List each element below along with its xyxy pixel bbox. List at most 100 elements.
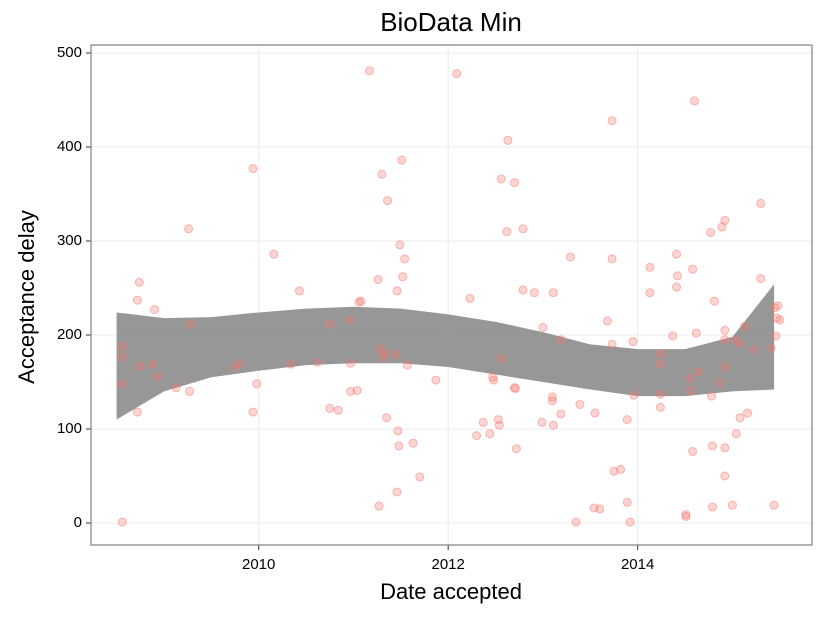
point xyxy=(392,487,402,497)
point xyxy=(622,497,632,507)
point xyxy=(325,403,335,413)
point xyxy=(394,441,404,451)
point xyxy=(286,359,296,369)
point xyxy=(503,135,513,145)
point xyxy=(248,407,258,417)
point xyxy=(117,353,127,363)
point xyxy=(400,254,410,264)
x-tick-label: 2014 xyxy=(621,556,654,573)
y-tick-label: 100 xyxy=(57,420,82,437)
x-axis-label: Date accepted xyxy=(380,579,522,604)
point xyxy=(655,389,665,399)
point xyxy=(709,296,719,306)
point xyxy=(171,383,181,393)
plot-background xyxy=(91,45,812,545)
point xyxy=(381,348,391,358)
point xyxy=(622,415,632,425)
point xyxy=(609,466,619,476)
point xyxy=(294,286,304,296)
point xyxy=(478,417,488,427)
point xyxy=(575,400,585,410)
point xyxy=(496,174,506,184)
point xyxy=(590,408,600,418)
point xyxy=(688,264,698,274)
point xyxy=(325,319,335,329)
point xyxy=(518,224,528,234)
point xyxy=(502,227,512,237)
point xyxy=(537,417,547,427)
point xyxy=(356,296,366,306)
point xyxy=(117,517,127,527)
point xyxy=(374,501,384,511)
point xyxy=(708,441,718,451)
chart-title: BioData Min xyxy=(380,7,522,37)
point xyxy=(252,379,262,389)
point xyxy=(148,359,158,369)
point xyxy=(602,316,612,326)
point xyxy=(518,285,528,295)
point xyxy=(135,361,145,371)
point xyxy=(769,500,779,510)
point xyxy=(485,429,495,439)
point xyxy=(708,502,718,512)
point xyxy=(185,320,195,330)
point xyxy=(510,178,520,188)
point xyxy=(672,249,682,259)
point xyxy=(395,240,405,250)
point xyxy=(720,335,730,345)
point xyxy=(496,353,506,363)
point xyxy=(756,198,766,208)
point xyxy=(149,305,159,315)
point xyxy=(720,443,730,453)
point xyxy=(547,392,557,402)
point xyxy=(511,444,521,454)
point xyxy=(538,322,548,332)
point xyxy=(269,249,279,259)
point xyxy=(548,288,558,298)
point xyxy=(773,301,783,311)
point xyxy=(431,375,441,385)
point xyxy=(365,66,375,76)
point xyxy=(681,511,691,521)
point xyxy=(691,328,701,338)
point xyxy=(715,378,725,388)
point xyxy=(607,339,617,349)
point xyxy=(672,271,682,281)
point xyxy=(494,420,504,430)
point xyxy=(645,262,655,272)
y-tick-label: 400 xyxy=(57,138,82,155)
point xyxy=(720,471,730,481)
point xyxy=(607,254,617,264)
plot-border xyxy=(90,44,813,546)
point xyxy=(392,286,402,296)
point xyxy=(686,385,696,395)
point xyxy=(465,293,475,303)
point xyxy=(132,295,142,305)
point xyxy=(595,504,605,514)
point xyxy=(771,331,781,341)
point xyxy=(645,288,655,298)
point xyxy=(117,341,127,351)
point xyxy=(397,155,407,165)
point xyxy=(688,447,698,457)
point xyxy=(731,429,741,439)
point xyxy=(655,349,665,359)
point xyxy=(668,331,678,341)
point xyxy=(629,390,639,400)
point xyxy=(706,228,716,238)
point xyxy=(735,338,745,348)
point xyxy=(529,288,539,298)
point xyxy=(398,272,408,282)
y-axis-label: Acceptance delay xyxy=(14,210,39,384)
point xyxy=(234,358,244,368)
point xyxy=(548,420,558,430)
point xyxy=(727,500,737,510)
point xyxy=(672,282,682,292)
point xyxy=(628,337,638,347)
point xyxy=(685,373,695,383)
point xyxy=(312,357,322,367)
point xyxy=(383,196,393,206)
point xyxy=(735,413,745,423)
point xyxy=(134,277,144,287)
